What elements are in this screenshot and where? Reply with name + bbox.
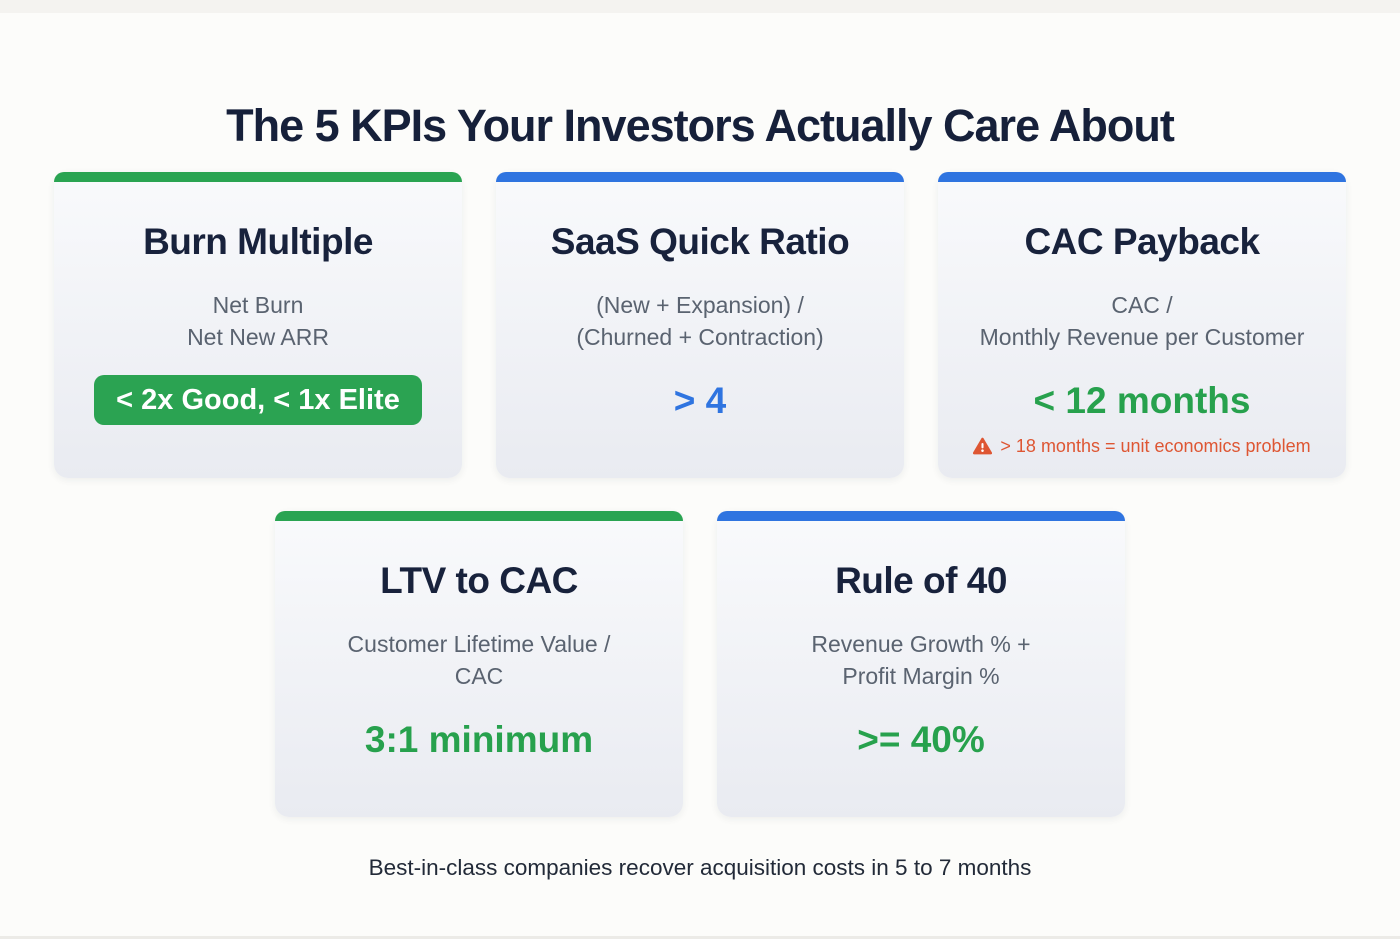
kpi-row-top: Burn Multiple Net Burn Net New ARR < 2x … bbox=[0, 172, 1400, 478]
kpi-card-rule-of-40: Rule of 40 Revenue Growth % + Profit Mar… bbox=[717, 511, 1125, 817]
kpi-card-cac-payback: CAC Payback CAC / Monthly Revenue per Cu… bbox=[938, 172, 1346, 478]
formula-line-1: CAC / bbox=[1111, 292, 1173, 318]
card-formula: Customer Lifetime Value / CAC bbox=[348, 628, 611, 692]
card-formula: Revenue Growth % + Profit Margin % bbox=[811, 628, 1030, 692]
card-formula: (New + Expansion) / (Churned + Contracti… bbox=[576, 289, 823, 353]
card-title: Rule of 40 bbox=[835, 560, 1007, 601]
warning-triangle-icon bbox=[973, 437, 993, 455]
formula-line-2: (Churned + Contraction) bbox=[576, 324, 824, 350]
benchmark-value: >= 40% bbox=[857, 719, 985, 760]
footer-note: Best-in-class companies recover acquisit… bbox=[368, 855, 1032, 880]
card-accent-bar bbox=[717, 511, 1125, 521]
formula-line-1: Net Burn bbox=[212, 292, 304, 318]
card-accent-bar bbox=[938, 172, 1346, 182]
card-accent-bar bbox=[275, 511, 683, 521]
formula-line-1: Customer Lifetime Value / bbox=[347, 631, 611, 657]
formula-line-1: Revenue Growth % + bbox=[811, 631, 1031, 657]
formula-line-1: (New + Expansion) / bbox=[596, 292, 804, 318]
card-formula: CAC / Monthly Revenue per Customer bbox=[980, 289, 1305, 353]
kpi-card-burn-multiple: Burn Multiple Net Burn Net New ARR < 2x … bbox=[54, 172, 462, 478]
formula-line-2: Net New ARR bbox=[187, 324, 329, 350]
formula-line-2: Profit Margin % bbox=[842, 663, 1000, 689]
top-edge-strip bbox=[0, 0, 1400, 13]
card-title: LTV to CAC bbox=[380, 560, 578, 601]
page-title: The 5 KPIs Your Investors Actually Care … bbox=[226, 100, 1175, 152]
card-title: SaaS Quick Ratio bbox=[550, 221, 850, 262]
card-formula: Net Burn Net New ARR bbox=[187, 289, 329, 353]
card-title: Burn Multiple bbox=[143, 221, 373, 262]
kpi-card-saas-quick-ratio: SaaS Quick Ratio (New + Expansion) / (Ch… bbox=[496, 172, 904, 478]
bottom-edge-strip bbox=[0, 936, 1400, 939]
warning-text: > 18 months = unit economics problem bbox=[1000, 436, 1311, 456]
benchmark-value: > 4 bbox=[673, 380, 727, 421]
card-title: CAC Payback bbox=[1024, 221, 1260, 262]
benchmark-value: 3:1 minimum bbox=[364, 719, 594, 760]
card-accent-bar bbox=[54, 172, 462, 182]
kpi-row-bottom: LTV to CAC Customer Lifetime Value / CAC… bbox=[0, 511, 1400, 817]
benchmark-value: < 12 months bbox=[1033, 380, 1251, 421]
kpi-card-ltv-to-cac: LTV to CAC Customer Lifetime Value / CAC… bbox=[275, 511, 683, 817]
benchmark-badge: < 2x Good, < 1x Elite bbox=[94, 375, 422, 425]
formula-line-2: CAC bbox=[454, 663, 504, 689]
card-accent-bar bbox=[496, 172, 904, 182]
warning-note: > 18 months = unit economics problem bbox=[973, 435, 1311, 457]
formula-line-2: Monthly Revenue per Customer bbox=[979, 324, 1305, 350]
